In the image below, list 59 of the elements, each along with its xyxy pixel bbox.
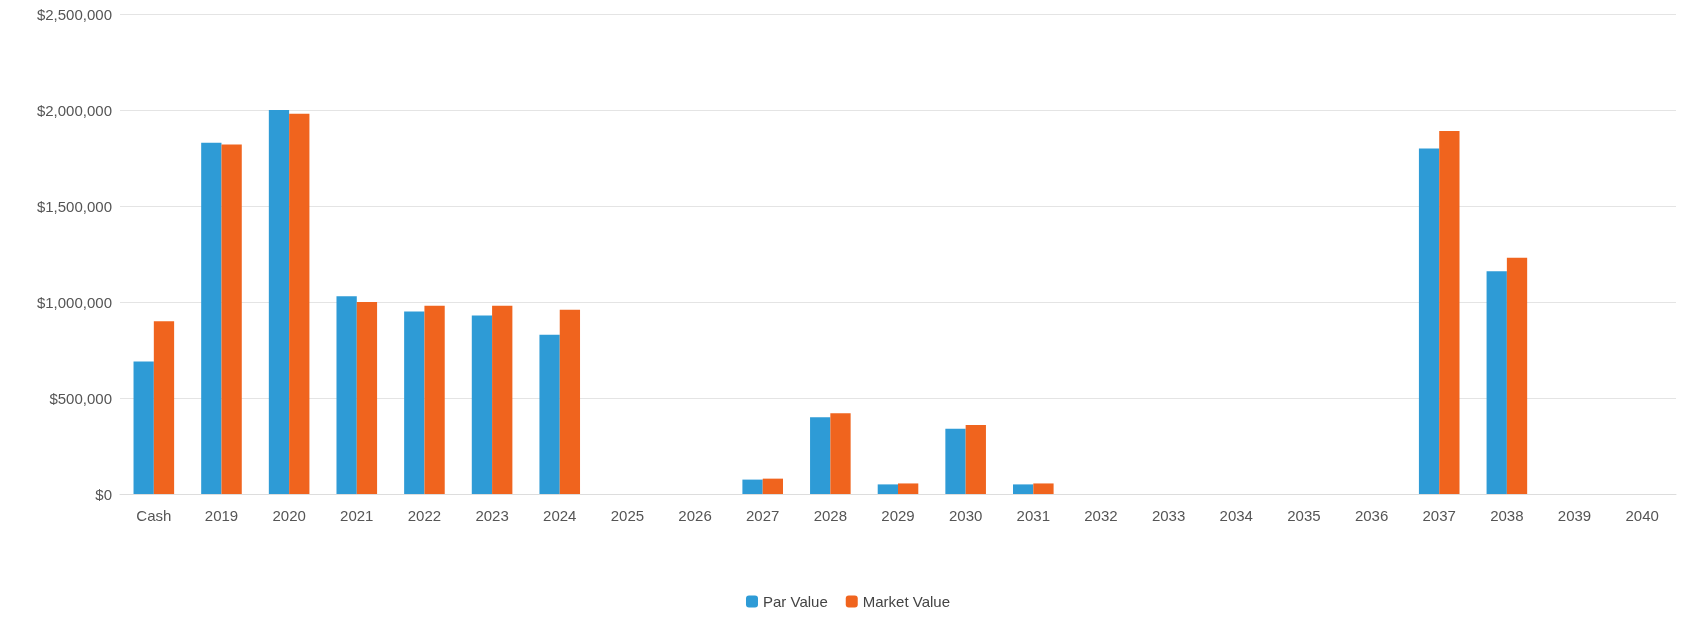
bar bbox=[539, 334, 560, 494]
bar bbox=[424, 305, 445, 494]
y-tick-label: $0 bbox=[95, 485, 112, 503]
bar bbox=[336, 296, 357, 494]
bar bbox=[1033, 483, 1054, 494]
x-tick-label: 2035 bbox=[1287, 507, 1321, 524]
bar bbox=[559, 309, 581, 494]
bar bbox=[268, 110, 290, 494]
x-tick-label: 2021 bbox=[340, 507, 374, 524]
bar bbox=[404, 311, 425, 494]
bar bbox=[1506, 257, 1528, 494]
y-tick-label: $500,000 bbox=[49, 389, 112, 407]
x-tick-label: 2026 bbox=[678, 507, 712, 524]
x-tick-label: 2019 bbox=[204, 507, 239, 524]
x-tick-label: 2023 bbox=[475, 507, 509, 524]
y-tick-label: $1,500,000 bbox=[36, 197, 112, 215]
bar bbox=[471, 315, 493, 494]
x-tick-label: 2032 bbox=[1084, 507, 1118, 524]
x-tick-label: 2033 bbox=[1151, 507, 1186, 524]
x-tick-label: 2037 bbox=[1422, 507, 1456, 524]
legend-label: Market Value bbox=[862, 593, 951, 610]
bar bbox=[221, 144, 242, 494]
bar bbox=[762, 478, 783, 494]
bar bbox=[877, 484, 898, 494]
legend-label: Par Value bbox=[762, 593, 828, 610]
bar bbox=[153, 321, 175, 494]
x-tick-label: 2040 bbox=[1625, 507, 1659, 524]
y-tick-label: $2,000,000 bbox=[36, 101, 112, 119]
x-tick-label: 2034 bbox=[1219, 507, 1253, 524]
bar bbox=[133, 361, 154, 494]
bar bbox=[898, 483, 919, 494]
x-tick-label: 2022 bbox=[407, 507, 442, 524]
x-tick-label: 2036 bbox=[1354, 507, 1389, 524]
x-tick-label: 2031 bbox=[1016, 507, 1050, 524]
x-tick-label: 2025 bbox=[610, 507, 645, 524]
bar bbox=[742, 479, 763, 494]
x-tick-label: Cash bbox=[136, 507, 172, 524]
x-tick-label: 2029 bbox=[881, 507, 915, 524]
bar bbox=[1486, 271, 1507, 494]
bar bbox=[201, 142, 222, 494]
bar bbox=[830, 413, 851, 494]
bar bbox=[965, 424, 986, 494]
x-tick-label: 2020 bbox=[272, 507, 306, 524]
bar bbox=[1418, 148, 1440, 494]
bar bbox=[289, 113, 310, 494]
x-tick-label: 2038 bbox=[1490, 507, 1524, 524]
bar bbox=[810, 417, 831, 494]
x-tick-label: 2024 bbox=[543, 507, 577, 524]
bar bbox=[1013, 484, 1034, 494]
y-tick-label: $1,000,000 bbox=[36, 293, 112, 311]
bar bbox=[945, 428, 966, 494]
x-tick-label: 2027 bbox=[746, 507, 780, 524]
x-tick-label: 2039 bbox=[1557, 507, 1592, 524]
bar bbox=[492, 305, 513, 494]
x-tick-label: 2028 bbox=[813, 507, 848, 524]
y-tick-label: $2,500,000 bbox=[36, 5, 112, 23]
x-tick-label: 2030 bbox=[948, 507, 983, 524]
bar bbox=[1439, 131, 1460, 494]
bar bbox=[356, 302, 378, 494]
